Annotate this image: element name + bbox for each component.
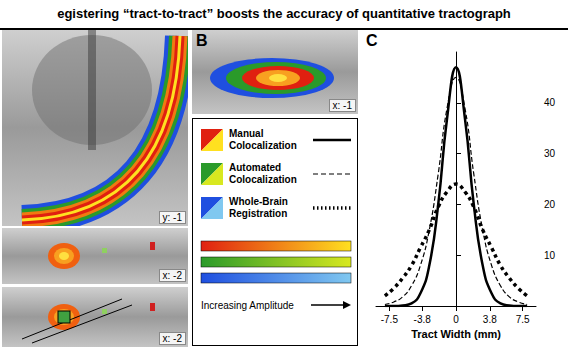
svg-text:Tract Width (mm): Tract Width (mm) [411, 328, 501, 340]
svg-text:20: 20 [544, 199, 556, 210]
svg-text:0: 0 [453, 314, 459, 325]
html-text:x: -2: x: -2 [162, 270, 182, 281]
html-text:B: B [196, 32, 208, 49]
svg-text:40: 40 [544, 97, 556, 108]
svg-text:-3.8: -3.8 [414, 314, 432, 325]
html-text:Whole-Brain Registration: Whole-Brain Registration [229, 196, 288, 219]
svg-text:7.5: 7.5 [516, 314, 530, 325]
html-text:egistering “tract-to-tract” bo: egistering “tract-to-tract” boosts the a… [57, 6, 511, 21]
svg-text:-7.5: -7.5 [381, 314, 399, 325]
html-text:C: C [366, 32, 378, 49]
html-text:Automated Colocalization: Automated Colocalization [229, 162, 297, 185]
svg-text:Increasing Amplitude: Increasing Amplitude [201, 300, 294, 311]
html-text:x: -1: x: -1 [332, 100, 352, 111]
html-text:Manual Colocalization: Manual Colocalization [229, 128, 297, 151]
svg-text:3.8: 3.8 [483, 314, 497, 325]
html-text:y: -1: y: -1 [162, 212, 182, 223]
svg-text:10: 10 [544, 250, 556, 261]
svg-text:30: 30 [544, 148, 556, 159]
html-text:x: -2: x: -2 [162, 333, 182, 344]
